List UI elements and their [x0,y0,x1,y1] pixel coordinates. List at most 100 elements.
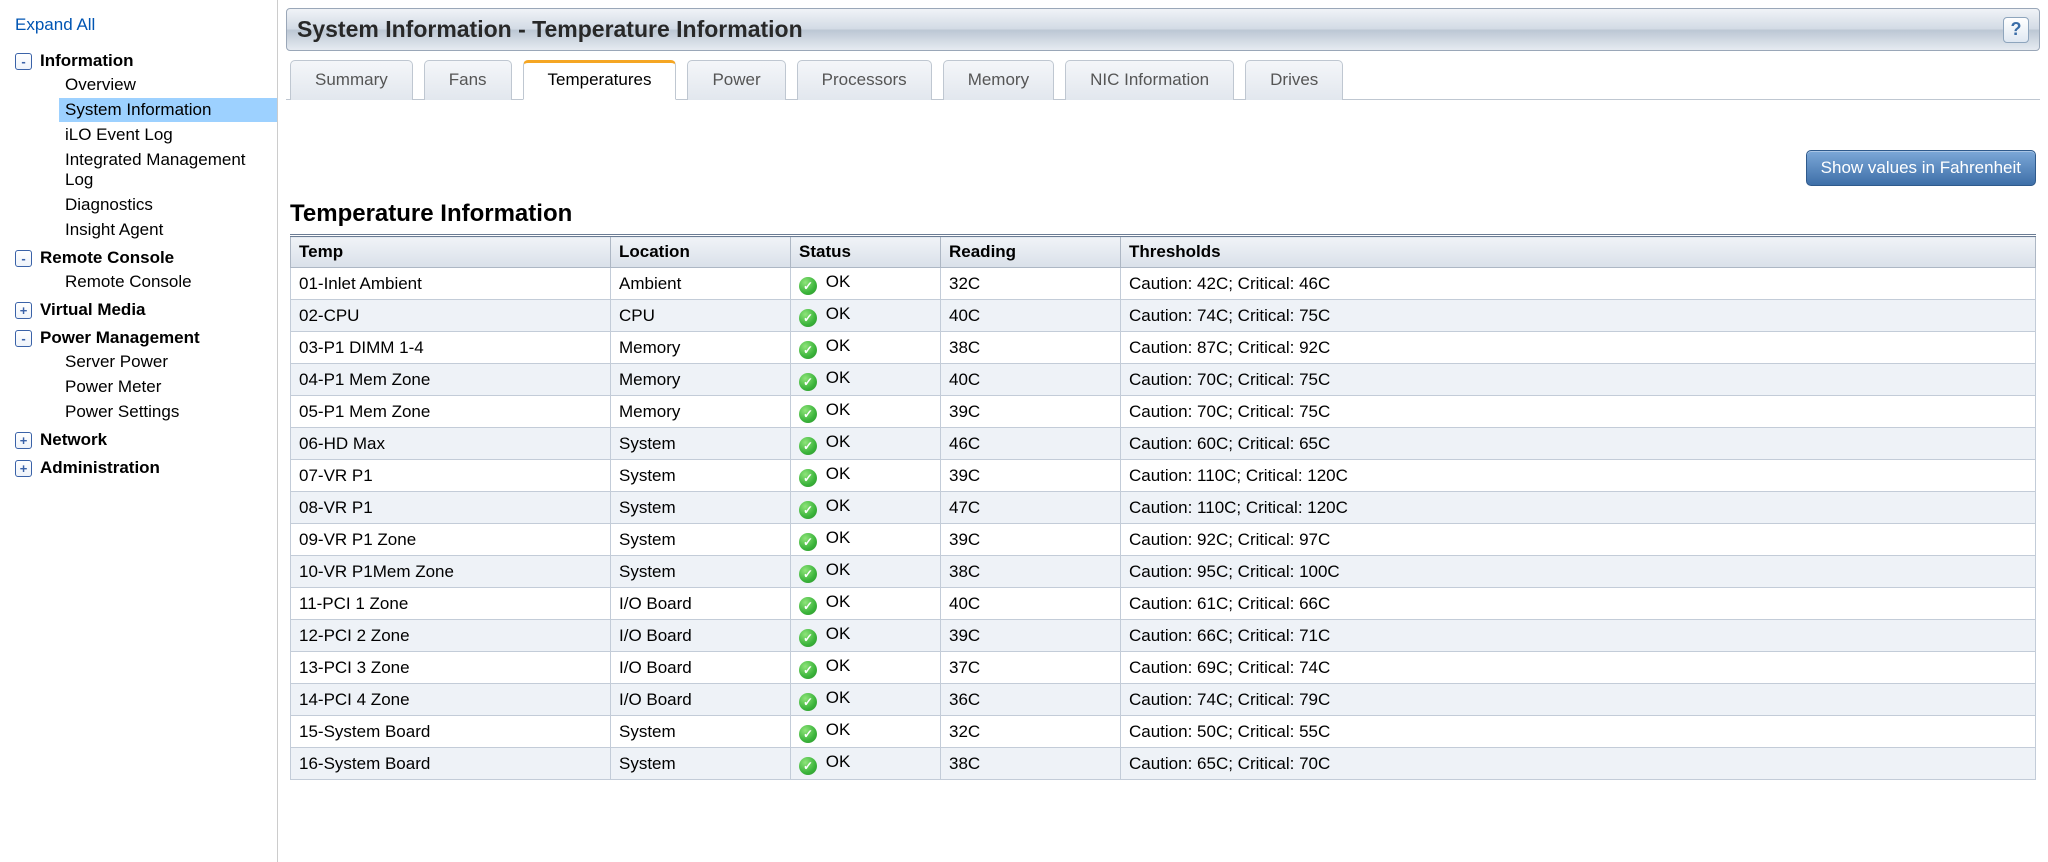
cell-status: ✓ OK [791,428,941,460]
table-row: 10-VR P1Mem ZoneSystem✓ OK38CCaution: 95… [291,556,2036,588]
cell-status: ✓ OK [791,588,941,620]
ok-icon: ✓ [799,469,817,487]
cell-temp: 07-VR P1 [291,460,611,492]
collapse-icon[interactable]: - [15,330,32,347]
tab[interactable]: Summary [290,60,413,100]
collapse-icon[interactable]: - [15,53,32,70]
sidebar-item[interactable]: Overview [59,73,277,97]
sidebar-item[interactable]: Power Meter [59,375,277,399]
table-row: 12-PCI 2 ZoneI/O Board✓ OK39CCaution: 66… [291,620,2036,652]
action-row: Show values in Fahrenheit [286,100,2040,186]
sidebar-item[interactable]: Integrated Management Log [59,148,277,192]
cell-location: Ambient [611,268,791,300]
expand-icon[interactable]: + [15,432,32,449]
table-row: 07-VR P1System✓ OK39CCaution: 110C; Crit… [291,460,2036,492]
tab[interactable]: NIC Information [1065,60,1234,100]
cell-temp: 01-Inlet Ambient [291,268,611,300]
nav-group-header[interactable]: +Network [15,428,277,452]
cell-location: System [611,460,791,492]
cell-reading: 32C [941,268,1121,300]
nav-group-header[interactable]: +Administration [15,456,277,480]
table-row: 02-CPUCPU✓ OK40CCaution: 74C; Critical: … [291,300,2036,332]
tab[interactable]: Temperatures [523,60,677,100]
cell-reading: 37C [941,652,1121,684]
ok-icon: ✓ [799,725,817,743]
help-icon[interactable]: ? [2003,17,2029,43]
column-header[interactable]: Thresholds [1121,236,2036,268]
sidebar: Expand All -InformationOverviewSystem In… [0,0,278,862]
cell-status: ✓ OK [791,268,941,300]
sidebar-item[interactable]: Remote Console [59,270,277,294]
cell-thresholds: Caution: 70C; Critical: 75C [1121,364,2036,396]
cell-temp: 14-PCI 4 Zone [291,684,611,716]
cell-status: ✓ OK [791,556,941,588]
cell-status: ✓ OK [791,748,941,780]
cell-thresholds: Caution: 69C; Critical: 74C [1121,652,2036,684]
table-row: 11-PCI 1 ZoneI/O Board✓ OK40CCaution: 61… [291,588,2036,620]
tab[interactable]: Power [687,60,785,100]
cell-temp: 09-VR P1 Zone [291,524,611,556]
expand-icon[interactable]: + [15,460,32,477]
ok-icon: ✓ [799,565,817,583]
status-text: OK [821,432,850,451]
sidebar-item[interactable]: Server Power [59,350,277,374]
cell-thresholds: Caution: 74C; Critical: 75C [1121,300,2036,332]
column-header[interactable]: Temp [291,236,611,268]
ok-icon: ✓ [799,437,817,455]
ok-icon: ✓ [799,629,817,647]
status-text: OK [821,496,850,515]
nav-group-label: Virtual Media [40,300,146,320]
table-row: 04-P1 Mem ZoneMemory✓ OK40CCaution: 70C;… [291,364,2036,396]
ok-icon: ✓ [799,533,817,551]
nav-group: -Remote ConsoleRemote Console [15,246,277,294]
nav-children: Server PowerPower MeterPower Settings [15,350,277,424]
cell-location: I/O Board [611,588,791,620]
cell-temp: 04-P1 Mem Zone [291,364,611,396]
nav-group-label: Information [40,51,134,71]
cell-reading: 40C [941,364,1121,396]
status-text: OK [821,624,850,643]
sidebar-item[interactable]: Insight Agent [59,218,277,242]
expand-icon[interactable]: + [15,302,32,319]
toggle-fahrenheit-button[interactable]: Show values in Fahrenheit [1806,150,2036,186]
table-row: 09-VR P1 ZoneSystem✓ OK39CCaution: 92C; … [291,524,2036,556]
nav-group-header[interactable]: + Virtual Media [15,298,277,322]
status-text: OK [821,304,850,323]
sidebar-item[interactable]: Power Settings [59,400,277,424]
cell-location: Memory [611,332,791,364]
tab[interactable]: Processors [797,60,932,100]
cell-location: System [611,492,791,524]
cell-temp: 15-System Board [291,716,611,748]
column-header[interactable]: Location [611,236,791,268]
cell-thresholds: Caution: 95C; Critical: 100C [1121,556,2036,588]
column-header[interactable]: Reading [941,236,1121,268]
status-text: OK [821,752,850,771]
tab[interactable]: Drives [1245,60,1343,100]
tab[interactable]: Memory [943,60,1054,100]
collapse-icon[interactable]: - [15,250,32,267]
expand-all-link[interactable]: Expand All [15,15,95,35]
cell-status: ✓ OK [791,620,941,652]
table-row: 16-System BoardSystem✓ OK38CCaution: 65C… [291,748,2036,780]
nav-group-label: Remote Console [40,248,174,268]
nav-group-label: Power Management [40,328,200,348]
cell-status: ✓ OK [791,460,941,492]
column-header[interactable]: Status [791,236,941,268]
sidebar-item[interactable]: System Information [59,98,277,122]
tab[interactable]: Fans [424,60,512,100]
cell-temp: 06-HD Max [291,428,611,460]
cell-reading: 39C [941,396,1121,428]
nav-group-header[interactable]: -Information [15,49,277,73]
nav-group-header[interactable]: -Power Management [15,326,277,350]
status-text: OK [821,592,850,611]
sidebar-item[interactable]: Diagnostics [59,193,277,217]
cell-status: ✓ OK [791,716,941,748]
nav-children: OverviewSystem InformationiLO Event LogI… [15,73,277,242]
cell-thresholds: Caution: 110C; Critical: 120C [1121,492,2036,524]
table-row: 03-P1 DIMM 1-4Memory✓ OK38CCaution: 87C;… [291,332,2036,364]
sidebar-item[interactable]: iLO Event Log [59,123,277,147]
ok-icon: ✓ [799,341,817,359]
nav-group-header[interactable]: -Remote Console [15,246,277,270]
nav-group: + Virtual Media [15,298,277,322]
section-title: Temperature Information [290,200,2036,228]
